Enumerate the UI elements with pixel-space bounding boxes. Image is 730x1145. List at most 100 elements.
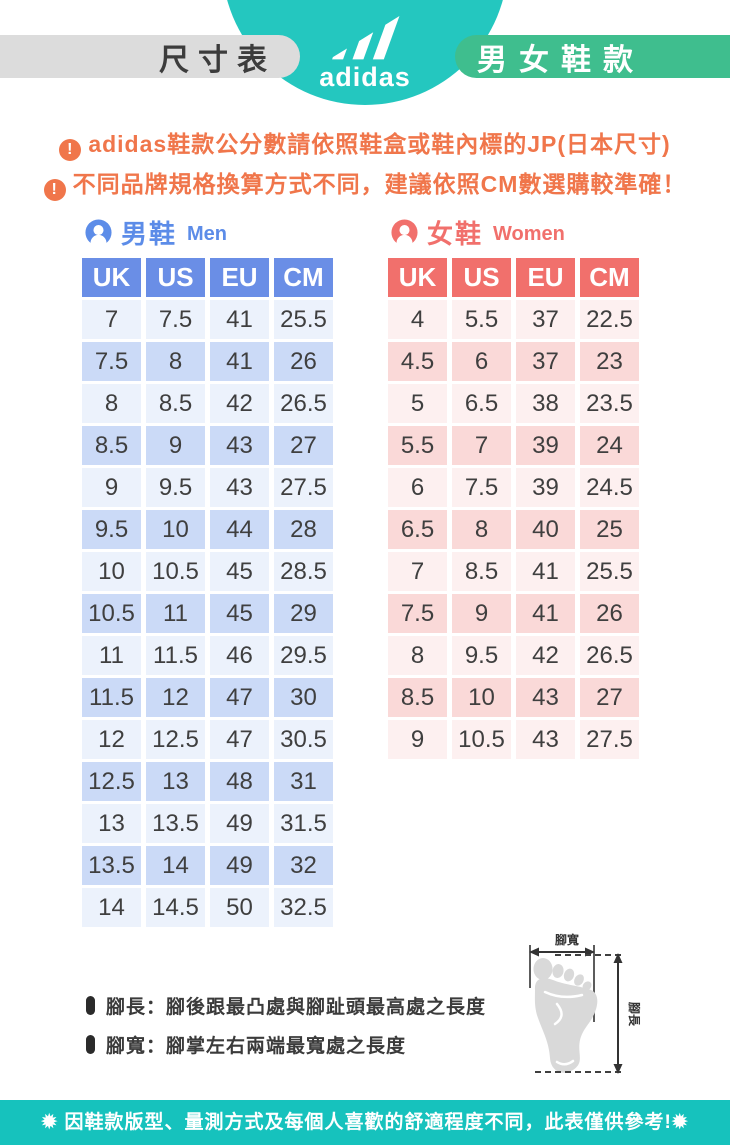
size-cell: 41 — [516, 552, 575, 591]
size-cell: 8 — [82, 384, 141, 423]
size-cell: 47 — [210, 720, 269, 759]
size-cell: 8 — [146, 342, 205, 381]
size-cell: 6 — [388, 468, 447, 507]
notice-line: ! adidas鞋款公分數請依照鞋盒或鞋內標的JP(日本尺寸) — [0, 124, 730, 164]
size-row: 5.5 7 39 24 — [388, 426, 639, 465]
size-cell: 25.5 — [580, 552, 639, 591]
size-cell: 12.5 — [82, 762, 141, 801]
size-row: 8.5 9 43 27 — [82, 426, 333, 465]
size-cell: 10 — [82, 552, 141, 591]
legend-text: 腳寬：腳掌左右兩端最寬處之長度 — [106, 1035, 407, 1057]
column-header: UK — [82, 258, 141, 297]
size-cell: 49 — [210, 846, 269, 885]
size-cell: 26 — [274, 342, 333, 381]
size-cell: 9 — [82, 468, 141, 507]
size-cell: 24.5 — [580, 468, 639, 507]
size-cell: 8 — [452, 510, 511, 549]
size-cell: 28 — [274, 510, 333, 549]
size-cell: 30 — [274, 678, 333, 717]
size-cell: 28.5 — [274, 552, 333, 591]
size-cell: 43 — [516, 678, 575, 717]
size-cell: 11 — [82, 636, 141, 675]
size-cell: 10 — [146, 510, 205, 549]
size-cell: 41 — [210, 300, 269, 339]
size-cell: 49 — [210, 804, 269, 843]
foot-length-label: 腳長 — [627, 1002, 642, 1027]
size-cell: 13 — [82, 804, 141, 843]
male-person-icon — [85, 218, 112, 247]
size-cell: 5.5 — [452, 300, 511, 339]
men-section-title: 男鞋 Men — [84, 216, 338, 249]
adidas-logo: adidas — [300, 14, 430, 91]
size-cell: 32.5 — [274, 888, 333, 927]
size-row: 11 11.5 46 29.5 — [82, 636, 333, 675]
women-section: 女鞋 Women UK US EU CM 4 5.5 37 22.5 4.5 6 37 23 5 6.5 3… — [383, 216, 644, 762]
size-row: 10.5 11 45 29 — [82, 594, 333, 633]
size-cell: 26.5 — [274, 384, 333, 423]
size-cell: 7.5 — [388, 594, 447, 633]
size-row: 12 12.5 47 30.5 — [82, 720, 333, 759]
female-person-icon — [391, 218, 418, 247]
size-row: 5 6.5 38 23.5 — [388, 384, 639, 423]
size-cell: 10.5 — [146, 552, 205, 591]
size-cell: 45 — [210, 594, 269, 633]
size-row: 9.5 10 44 28 — [82, 510, 333, 549]
alert-icon: ! — [59, 139, 82, 161]
size-cell: 27 — [580, 678, 639, 717]
size-cell: 9.5 — [146, 468, 205, 507]
size-cell: 38 — [516, 384, 575, 423]
capsule-bullet-icon — [86, 995, 95, 1015]
size-cell: 6.5 — [388, 510, 447, 549]
size-cell: 27 — [274, 426, 333, 465]
size-cell: 9 — [388, 720, 447, 759]
size-row: 14 14.5 50 32.5 — [82, 888, 333, 927]
size-cell: 9.5 — [452, 636, 511, 675]
column-header: UK — [388, 258, 447, 297]
notices: ! adidas鞋款公分數請依照鞋盒或鞋內標的JP(日本尺寸) ! 不同品牌規格換算… — [0, 124, 730, 204]
size-cell: 39 — [516, 468, 575, 507]
size-cell: 7 — [388, 552, 447, 591]
notice-text: 不同品牌規格換算方式不同，建議依照CM數選購較準確！ — [72, 171, 687, 197]
size-cell: 43 — [210, 426, 269, 465]
category-pill: 男女鞋款 — [455, 35, 730, 78]
size-cell: 5 — [388, 384, 447, 423]
size-cell: 30.5 — [274, 720, 333, 759]
size-cell: 29.5 — [274, 636, 333, 675]
size-cell: 41 — [210, 342, 269, 381]
size-cell: 10.5 — [452, 720, 511, 759]
size-cell: 7 — [82, 300, 141, 339]
legend-line: 腳長：腳後跟最凸處與腳趾頭最高處之長度 — [86, 992, 486, 1018]
category-label: 男女鞋款 — [477, 43, 645, 77]
men-subtitle: Men — [187, 222, 228, 245]
size-cell: 14 — [82, 888, 141, 927]
size-cell: 42 — [516, 636, 575, 675]
size-cell: 44 — [210, 510, 269, 549]
legend-line: 腳寬：腳掌左右兩端最寬處之長度 — [86, 1031, 486, 1057]
size-cell: 7.5 — [452, 468, 511, 507]
size-cell: 37 — [516, 342, 575, 381]
size-row: 10 10.5 45 28.5 — [82, 552, 333, 591]
size-row: 13 13.5 49 31.5 — [82, 804, 333, 843]
size-cell: 23.5 — [580, 384, 639, 423]
size-cell: 8 — [388, 636, 447, 675]
adidas-bars-icon — [332, 15, 400, 60]
size-cell: 25 — [580, 510, 639, 549]
column-header: EU — [210, 258, 269, 297]
column-header: CM — [580, 258, 639, 297]
foot-measure-diagram: 腳寬 — [529, 932, 642, 1074]
size-row: 12.5 13 48 31 — [82, 762, 333, 801]
size-row: 4.5 6 37 23 — [388, 342, 639, 381]
size-cell: 5.5 — [388, 426, 447, 465]
size-row: 9 10.5 43 27.5 — [388, 720, 639, 759]
legend: 腳長：腳後跟最凸處與腳趾頭最高處之長度 腳寬：腳掌左右兩端最寬處之長度 — [86, 992, 486, 1070]
size-cell: 25.5 — [274, 300, 333, 339]
size-cell: 14.5 — [146, 888, 205, 927]
size-row: 9 9.5 43 27.5 — [82, 468, 333, 507]
size-cell: 42 — [210, 384, 269, 423]
size-row: 7.5 9 41 26 — [388, 594, 639, 633]
capsule-bullet-icon — [86, 1034, 95, 1054]
size-cell: 47 — [210, 678, 269, 717]
size-cell: 26 — [580, 594, 639, 633]
size-cell: 24 — [580, 426, 639, 465]
